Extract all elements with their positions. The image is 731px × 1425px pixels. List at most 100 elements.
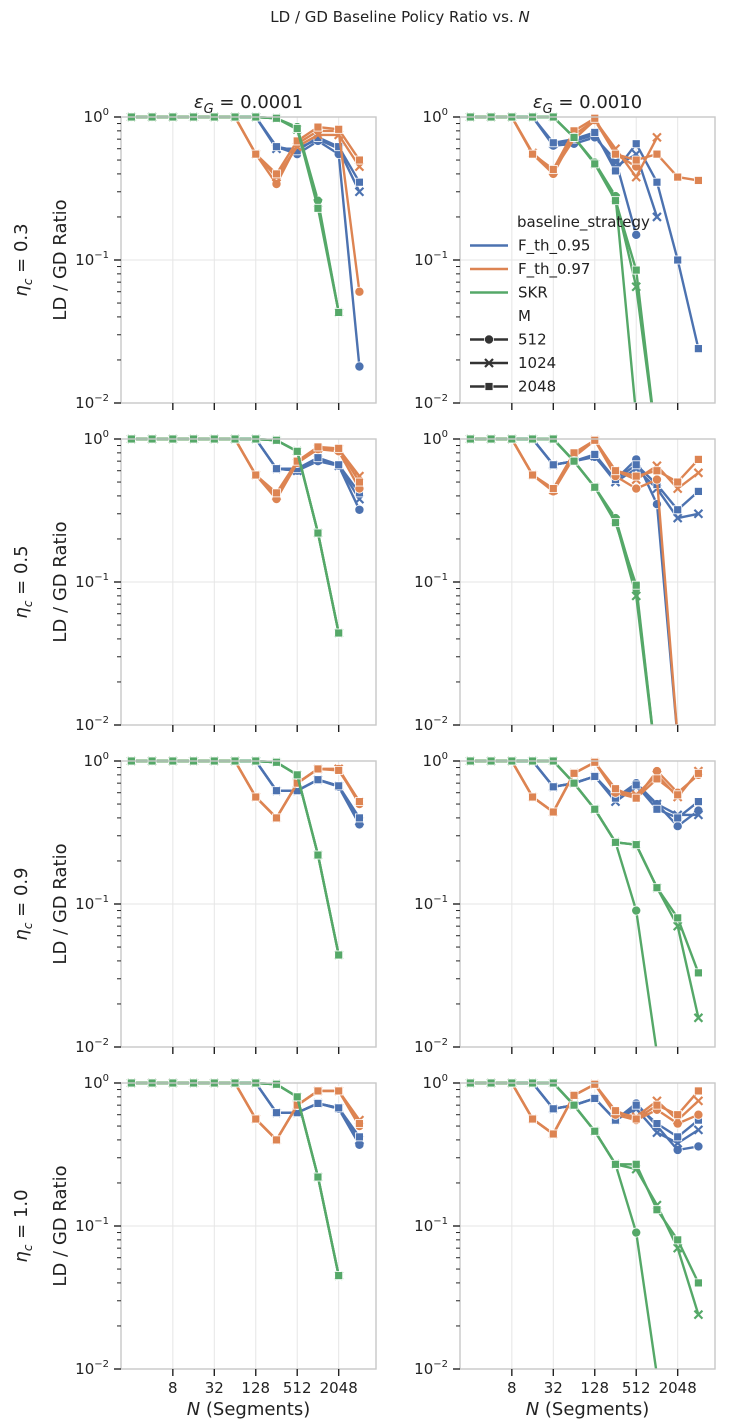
point-F_th_0.97-M2048-64 <box>569 448 579 458</box>
point-F_th_0.95-M2048-2048 <box>673 813 683 823</box>
y-tick-label: 100 <box>84 751 109 770</box>
y-tick-label: 10−2 <box>414 715 448 734</box>
point-F_th_0.95-M2048-2048 <box>334 1103 344 1113</box>
point-F_th_0.97-M2048-4096 <box>355 477 364 487</box>
point-F_th_0.97-M2048-4096 <box>355 1119 364 1129</box>
point-F_th_0.97-M2048-2048 <box>334 1086 344 1096</box>
y-tick-label: 10−1 <box>414 250 448 269</box>
point-F_th_0.95-M2048-2048 <box>334 460 344 470</box>
point-F_th_0.97-M2048-1024 <box>652 149 662 159</box>
y-tick-label: 10−2 <box>414 1359 448 1378</box>
point-SKR-M2048-256 <box>611 518 620 528</box>
point-SKR-M2048-64 <box>569 133 579 142</box>
point-F_th_0.97-M2048-4096 <box>694 176 703 185</box>
point-F_th_0.97-M1024-4096 <box>693 468 704 478</box>
point-SKR-M2048-256 <box>272 113 281 123</box>
point-SKR-M2048-512 <box>631 580 641 590</box>
point-SKR-M2048-1024 <box>313 528 323 538</box>
point-F_th_0.95-M1024-4096 <box>693 508 704 519</box>
point-SKR-M2048-1024 <box>313 1172 323 1182</box>
point-F_th_0.95-M2048-512 <box>631 780 641 790</box>
point-SKR-M2048-256 <box>611 837 620 847</box>
point-F_th_0.97-M2048-256 <box>611 149 620 159</box>
point-F_th_0.97-M1024-1024 <box>652 132 662 143</box>
point-F_th_0.95-M2048-4096 <box>355 813 364 823</box>
point-F_th_0.97-M2048-128 <box>251 149 261 159</box>
point-F_th_0.97-M2048-256 <box>611 466 620 476</box>
point-SKR-M2048-256 <box>272 1079 281 1089</box>
y-tick-label: 10−2 <box>75 715 109 734</box>
point-SKR-M2048-1024 <box>652 883 662 893</box>
point-F_th_0.95-M2048-512 <box>631 1100 641 1110</box>
panel-r3-c1: 8 32 128 512 2048 100 10−1 10−2 N (Segments) <box>414 1073 716 1420</box>
point-SKR-M2048-512 <box>292 1092 302 1102</box>
point-F_th_0.97-M2048-32 <box>548 165 558 174</box>
y-axis-label: LD / GD Ratio <box>50 843 71 964</box>
point-F_th_0.95-M2048-4096 <box>355 1132 364 1142</box>
row-title: ηc = 1.0 <box>11 1189 35 1262</box>
panel-r3-c0: 8 32 128 512 2048 100 10−1 10−2 LD / GD Ratio ηc … <box>11 1073 377 1420</box>
x-tick-label: 128 <box>241 1379 270 1397</box>
y-tick-label: 10−1 <box>75 894 109 913</box>
x-axis-label: N (Segments) <box>526 1399 650 1420</box>
point-F_th_0.95-M2048-2048 <box>334 142 344 152</box>
point-SKR-M2048-512 <box>292 124 302 133</box>
legend-m-label: 512 <box>518 331 547 349</box>
x-tick-label: 8 <box>168 1379 178 1397</box>
point-F_th_0.95-M2048-128 <box>590 450 600 459</box>
point-F_th_0.95-M1024-4096 <box>693 810 704 820</box>
point-F_th_0.97-M2048-4096 <box>355 797 364 807</box>
point-F_th_0.97-M2048-512 <box>631 471 641 481</box>
y-tick-label: 100 <box>84 429 109 448</box>
point-SKR-M512-512 <box>631 1227 642 1238</box>
point-F_th_0.97-M2048-4096 <box>355 155 364 165</box>
point-F_th_0.95-M2048-1024 <box>313 1099 323 1108</box>
y-tick-label: 10−1 <box>414 894 448 913</box>
point-F_th_0.95-M2048-32 <box>548 782 558 792</box>
point-F_th_0.97-M512-256 <box>271 178 282 189</box>
point-SKR-M2048-2048 <box>334 308 344 317</box>
legend-item-label: F_th_0.95 <box>518 237 590 256</box>
point-F_th_0.97-M2048-32 <box>548 1129 558 1139</box>
point-F_th_0.97-M2048-1024 <box>652 466 662 476</box>
point-SKR-M2048-64 <box>569 778 579 788</box>
point-F_th_0.95-M512-512 <box>631 229 642 240</box>
point-F_th_0.95-M2048-1024 <box>652 177 662 187</box>
suptitle: LD / GD Baseline Policy Ratio vs. N <box>270 8 529 26</box>
point-F_th_0.97-M2048-16 <box>528 470 537 480</box>
point-SKR-M1024-4096 <box>693 1013 704 1023</box>
y-tick-label: 100 <box>423 751 448 770</box>
legend: baseline_strategy F_th_0.95 F_th_0.97 SKR M 5… <box>470 213 650 396</box>
point-SKR-M2048-512 <box>631 265 641 275</box>
point-F_th_0.95-M512-2048 <box>672 1144 683 1155</box>
point-SKR-M2048-1024 <box>313 203 323 213</box>
point-SKR-M2048-4096 <box>694 968 703 978</box>
point-F_th_0.97-M2048-4096 <box>694 768 703 778</box>
panel-r1-c1: 100 10−1 10−2 <box>414 429 716 734</box>
point-F_th_0.97-M2048-32 <box>548 484 558 493</box>
point-F_th_0.95-M2048-32 <box>548 460 558 470</box>
row-title: ηc = 0.3 <box>11 223 35 296</box>
point-F_th_0.97-M2048-2048 <box>673 172 683 182</box>
x-tick-label: 512 <box>283 1379 312 1397</box>
legend-m-marker <box>484 358 494 368</box>
point-F_th_0.97-M2048-512 <box>631 155 641 165</box>
point-SKR-M2048-128 <box>590 159 600 169</box>
point-F_th_0.95-M2048-32 <box>548 1104 558 1114</box>
point-F_th_0.97-M2048-128 <box>251 1114 261 1124</box>
point-F_th_0.95-M2048-256 <box>272 464 281 474</box>
point-F_th_0.97-M1024-512 <box>631 172 641 182</box>
point-F_th_0.97-M2048-1024 <box>313 122 323 132</box>
point-F_th_0.97-M2048-2048 <box>334 765 344 775</box>
point-SKR-M2048-2048 <box>334 950 344 960</box>
point-F_th_0.97-M2048-32 <box>548 807 558 817</box>
legend-m-marker <box>484 382 494 391</box>
point-F_th_0.97-M2048-1024 <box>313 764 323 774</box>
point-SKR-M2048-256 <box>272 757 281 767</box>
point-F_th_0.97-M2048-2048 <box>673 790 683 800</box>
point-F_th_0.97-M2048-16 <box>528 149 537 159</box>
point-F_th_0.97-M2048-2048 <box>334 124 344 134</box>
point-F_th_0.95-M2048-4096 <box>694 487 703 496</box>
point-F_th_0.97-M2048-128 <box>590 113 600 123</box>
